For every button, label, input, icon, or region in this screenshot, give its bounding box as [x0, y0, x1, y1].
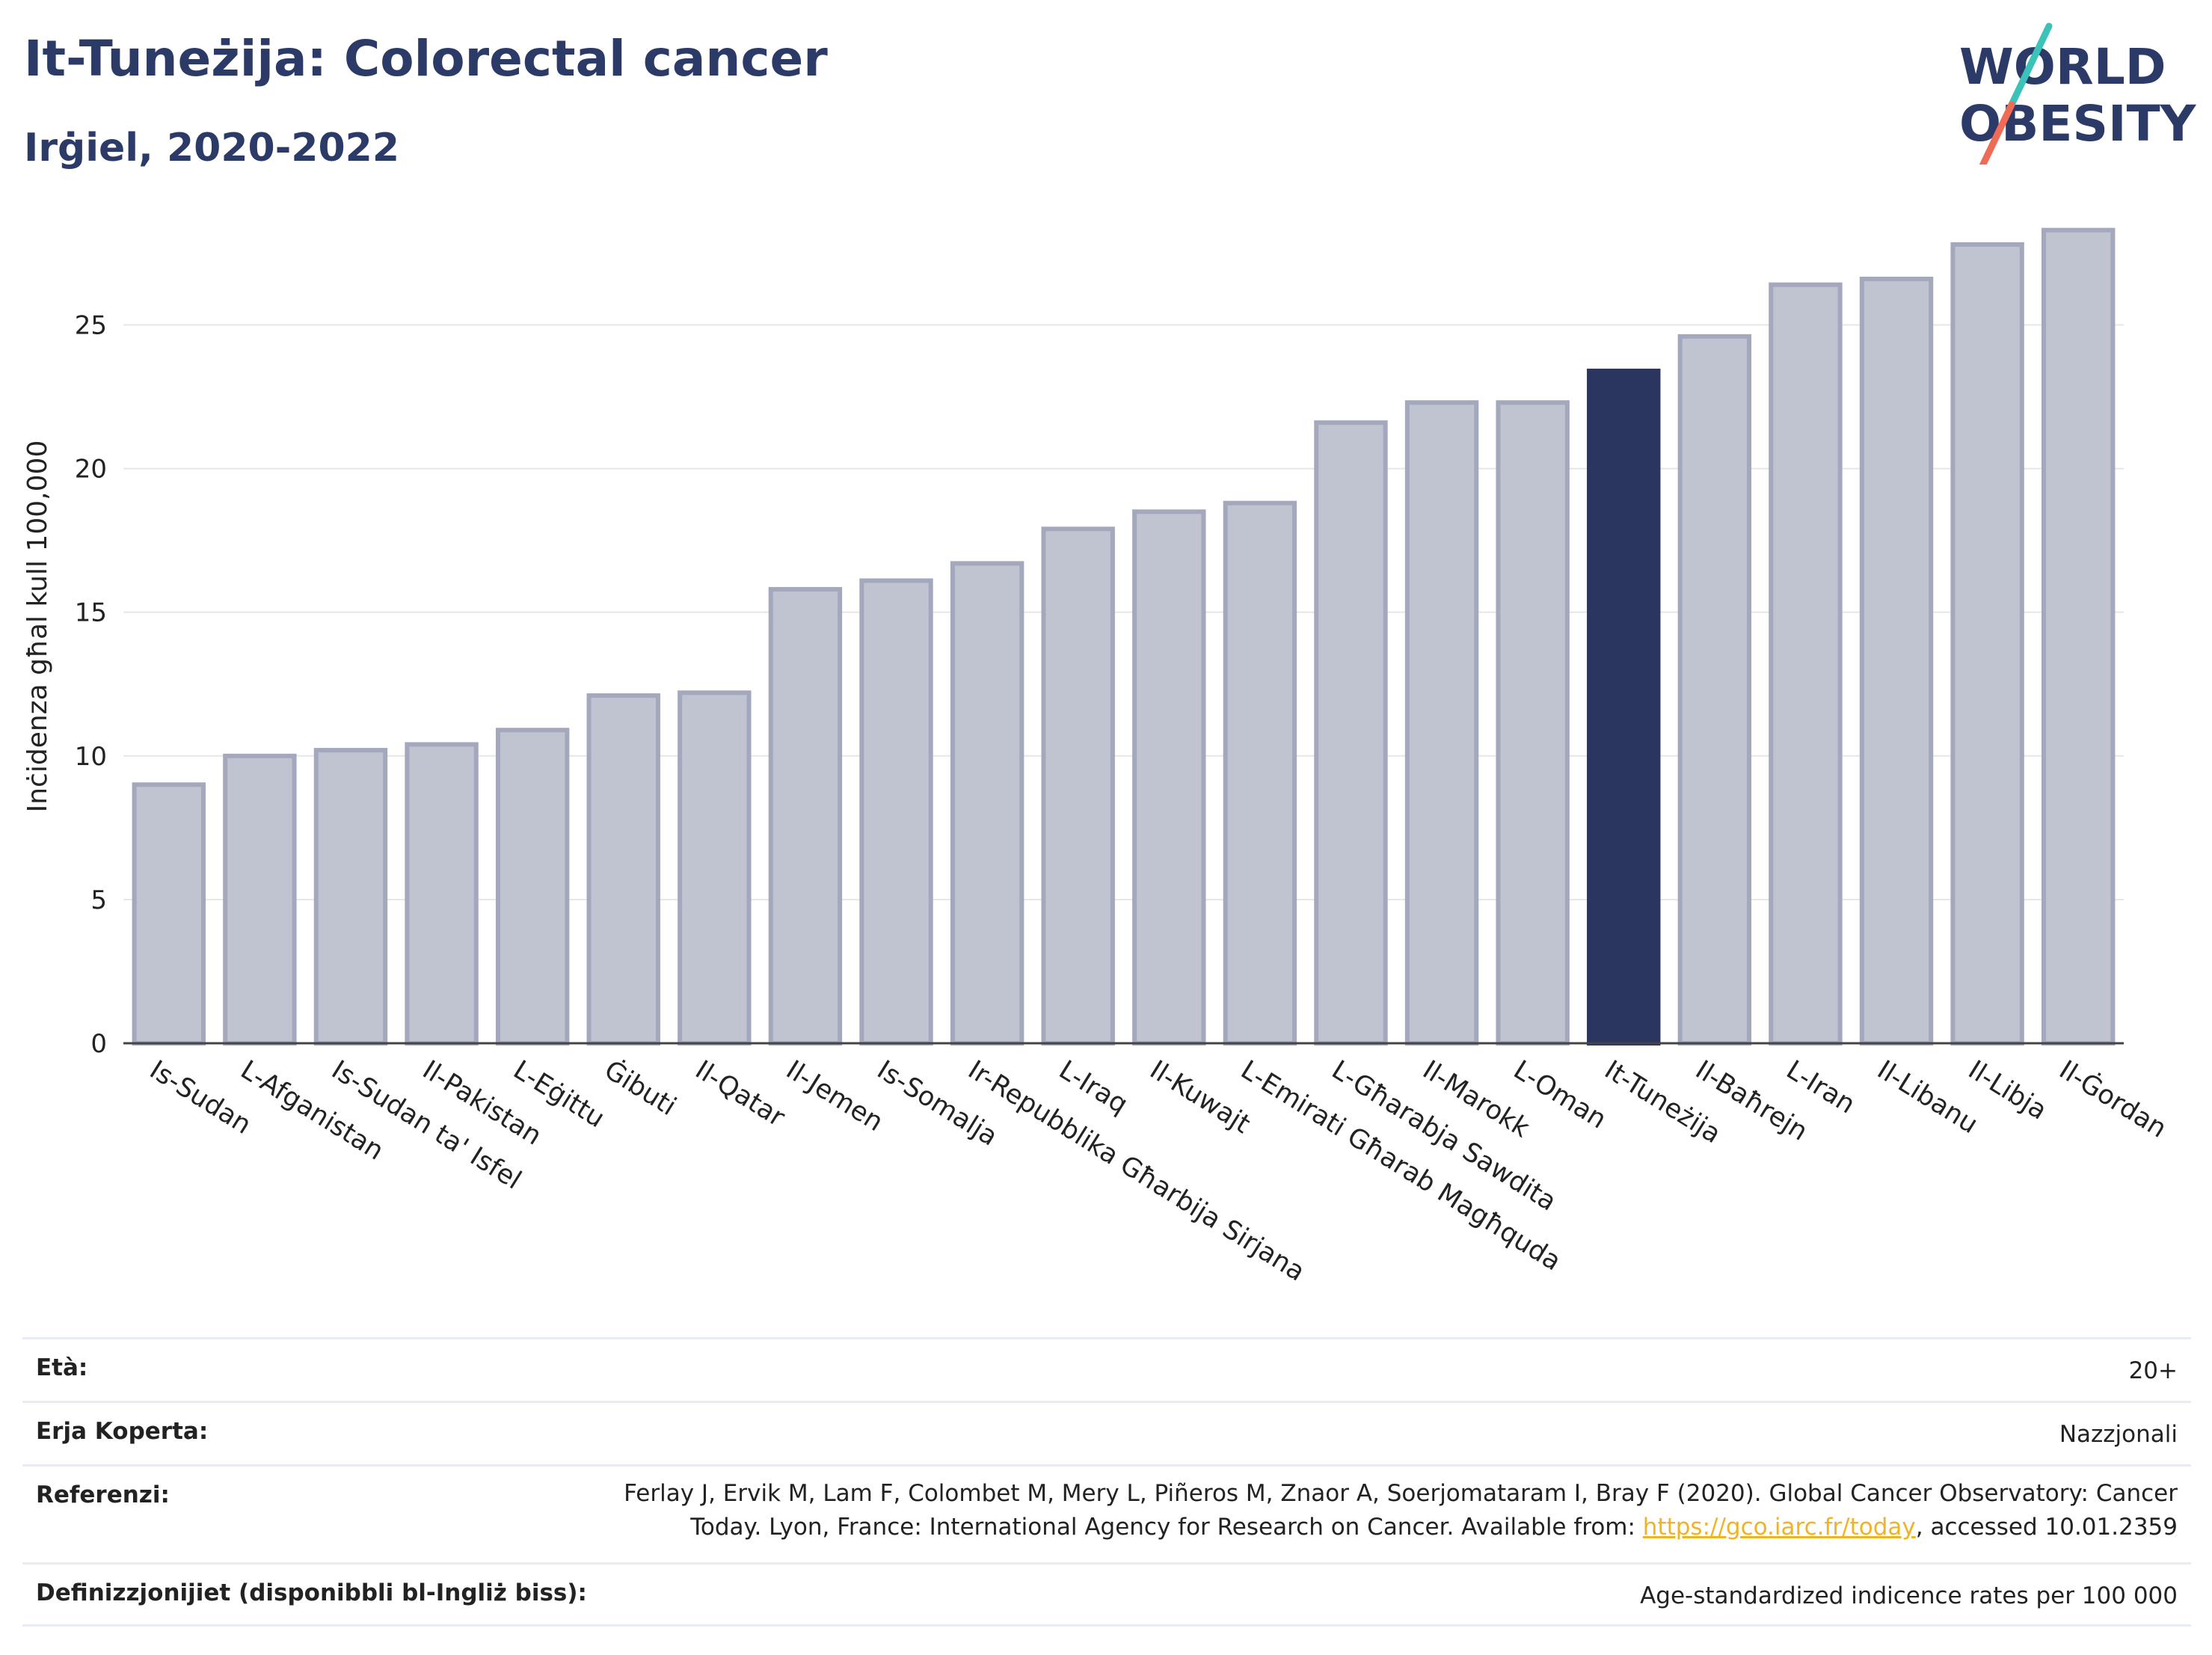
y-tick-label: 10: [75, 742, 107, 772]
bar: [1677, 334, 1752, 1045]
references-value: Ferlay J, Ervik M, Lam F, Colombet M, Me…: [607, 1477, 2178, 1544]
bar: [1859, 277, 1934, 1045]
bar: [405, 742, 479, 1046]
bar: [495, 728, 570, 1045]
y-tick-label: 0: [90, 1029, 107, 1059]
bar: [1587, 368, 1661, 1045]
bars: [132, 227, 2116, 1046]
references-link[interactable]: https://gco.iarc.fr/today: [1642, 1514, 1916, 1541]
x-tick-label: Il-Kuwajt: [1145, 1055, 1256, 1140]
age-label: Età:: [36, 1354, 88, 1381]
world-obesity-logo: WORLD OBESITY: [1959, 22, 2197, 165]
age-value: 20+: [2128, 1357, 2178, 1384]
bar: [678, 690, 752, 1046]
info-row-definitions: Definizzjonijiet (disponibbli bl-Ingliż …: [22, 1562, 2191, 1627]
logo-slash-top: [2008, 22, 2053, 108]
page-title: It-Tuneżija: Colorectal cancer: [24, 30, 828, 87]
bar: [1496, 400, 1570, 1045]
info-row-references: Referenzi: Ferlay J, Ervik M, Lam F, Col…: [22, 1464, 2191, 1562]
x-tick-label: Il-Jemen: [781, 1055, 888, 1137]
bar: [1314, 420, 1388, 1045]
info-row-area: Erja Koperta: Nazzjonali: [22, 1401, 2191, 1464]
x-tick-label: Is-Sudan: [144, 1055, 256, 1140]
bar: [1132, 509, 1206, 1045]
page-subtitle: Irġiel, 2020-2022: [24, 126, 400, 171]
bar: [313, 748, 388, 1046]
bar: [1769, 282, 1843, 1045]
y-tick-labels: 0 5 10 15 20 25: [75, 310, 107, 1059]
y-tick-label: 25: [75, 310, 107, 340]
references-line-2: Today. Lyon, France: International Agenc…: [690, 1514, 1643, 1541]
logo-slash-bottom: [1979, 101, 2015, 165]
references-line-1: Ferlay J, Ervik M, Lam F, Colombet M, Me…: [624, 1480, 2178, 1507]
bar: [1223, 500, 1297, 1045]
references-label: Referenzi:: [36, 1481, 170, 1508]
x-tick-label: Ġibuti: [599, 1054, 682, 1122]
bar: [1950, 242, 2024, 1045]
bar: [132, 782, 206, 1046]
bar: [1404, 400, 1479, 1045]
y-axis-title: Inċidenza għal kull 100,000: [22, 440, 53, 813]
y-tick-label: 15: [75, 598, 107, 628]
bar-chart: 0 5 10 15 20 25 Is-SudanL-AfganistanIs-Sudan …: [22, 227, 2172, 1288]
y-tick-label: 5: [90, 885, 107, 915]
bar: [768, 586, 843, 1045]
bar: [223, 753, 297, 1046]
info-row-age: Età: 20+: [22, 1337, 2191, 1401]
area-label: Erja Koperta:: [36, 1418, 209, 1445]
bar: [950, 561, 1024, 1045]
references-accessed: , accessed 10.01.2359: [1915, 1514, 2178, 1541]
x-tick-label: Il-Libanu: [1872, 1055, 1982, 1140]
y-tick-label: 20: [75, 455, 107, 485]
definitions-label: Definizzjonijiet (disponibbli bl-Ingliż …: [36, 1579, 587, 1606]
bar: [2042, 227, 2116, 1045]
area-value: Nazzjonali: [2059, 1421, 2178, 1448]
info-table: Età: 20+ Erja Koperta: Nazzjonali Refere…: [22, 1337, 2191, 1627]
bar: [586, 693, 660, 1046]
x-tick-label: Il-Qatar: [690, 1055, 790, 1133]
definitions-value: Age-standardized indicence rates per 100…: [1640, 1582, 2178, 1609]
logo-text-world: WORLD: [1959, 38, 2166, 96]
bar: [1041, 526, 1115, 1045]
bar: [859, 578, 933, 1045]
x-tick-label: Il-Ġordan: [2053, 1054, 2172, 1144]
